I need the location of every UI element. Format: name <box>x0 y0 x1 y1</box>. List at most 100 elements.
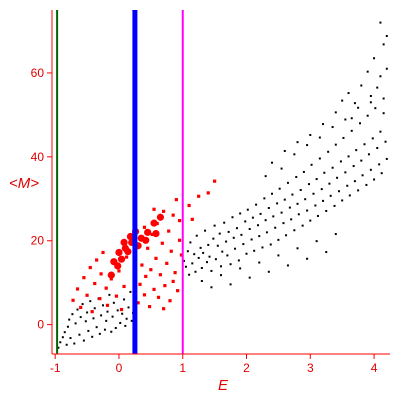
data-point-dot <box>378 163 381 166</box>
data-point-dot <box>87 329 90 332</box>
data-point-square <box>144 274 148 278</box>
data-point-circle <box>114 262 122 270</box>
data-point-dot <box>74 322 77 325</box>
data-point-dot <box>346 184 349 187</box>
data-point-dot <box>130 319 133 322</box>
data-point-dot <box>231 216 234 219</box>
data-point-dot <box>357 189 360 192</box>
data-point-dot <box>95 326 98 329</box>
data-point-square <box>82 276 86 280</box>
data-point-dot <box>373 57 376 60</box>
data-point-dot <box>103 328 106 331</box>
data-point-dot <box>360 159 363 162</box>
data-point-dot <box>116 309 119 312</box>
data-point-dot <box>316 214 319 217</box>
data-point-square <box>93 281 97 286</box>
data-point-square <box>71 298 75 302</box>
data-point-dot <box>271 192 274 195</box>
data-point-dot <box>226 254 229 257</box>
data-point-dot <box>301 224 304 227</box>
data-point-dot <box>239 212 242 215</box>
data-point-dot <box>78 333 81 336</box>
data-point-dot <box>212 237 215 240</box>
data-point-dot <box>250 238 253 241</box>
data-point-dot <box>59 341 62 344</box>
data-point-square <box>179 253 184 257</box>
x-tick-label: 0 <box>116 361 123 375</box>
data-point-dot <box>325 209 328 212</box>
data-point-dot <box>66 325 69 328</box>
data-point-dot <box>194 270 197 273</box>
data-point-square <box>174 198 178 202</box>
data-point-dot <box>188 273 191 276</box>
data-point-dot <box>256 224 259 227</box>
data-point-dot <box>382 43 385 46</box>
data-point-square <box>140 263 144 267</box>
x-tick-label: -1 <box>50 361 61 375</box>
data-point-dot <box>293 153 296 156</box>
data-point-square <box>169 249 173 253</box>
data-point-dot <box>350 117 353 120</box>
y-tick-label: 0 <box>37 318 44 332</box>
data-point-dot <box>253 249 256 252</box>
data-point-dot <box>221 250 224 253</box>
data-point-dot <box>220 274 222 277</box>
data-point-square <box>149 268 153 272</box>
data-point-dot <box>365 183 368 186</box>
data-point-dot <box>81 303 84 306</box>
data-point-square <box>162 307 166 311</box>
data-point-dot <box>288 206 291 209</box>
data-point-dot <box>315 178 318 181</box>
data-point-dot <box>369 101 372 104</box>
data-point-dot <box>314 204 317 207</box>
data-point-square <box>138 282 142 286</box>
data-point-square <box>90 310 94 314</box>
data-point-dot <box>191 262 194 265</box>
data-point-dot <box>112 301 115 304</box>
data-point-dot <box>297 213 300 216</box>
data-point-dot <box>382 97 385 100</box>
data-point-dot <box>232 236 235 239</box>
data-point-square <box>156 295 161 299</box>
data-point-dot <box>327 150 330 153</box>
data-point-dot <box>318 157 321 160</box>
data-point-dot <box>218 232 221 235</box>
data-point-dot <box>105 319 108 322</box>
series-1 <box>71 179 217 314</box>
data-point-dot <box>376 86 379 89</box>
data-point-dot <box>274 226 277 229</box>
data-point-dot <box>385 67 388 70</box>
data-point-dot <box>265 231 268 234</box>
data-point-square <box>136 301 140 305</box>
data-point-dot <box>336 176 339 179</box>
data-point-square <box>154 256 158 260</box>
y-tick-label: 40 <box>31 150 45 164</box>
data-point-dot <box>89 300 92 303</box>
data-point-circle <box>124 248 132 256</box>
data-point-dot <box>205 261 208 264</box>
data-point-dot <box>258 235 261 238</box>
data-point-dot <box>350 129 353 132</box>
data-point-square <box>176 289 180 293</box>
data-point-square <box>171 279 175 284</box>
data-point-dot <box>245 252 248 255</box>
data-point-dot <box>258 261 261 264</box>
data-point-dot <box>248 276 251 279</box>
data-point-dot <box>82 339 85 342</box>
data-point-dot <box>385 35 388 38</box>
data-point-dot <box>264 175 267 178</box>
x-tick-label: 2 <box>243 361 250 375</box>
data-point-dot <box>123 298 126 301</box>
data-point-dot <box>339 160 342 163</box>
data-point-dot <box>186 250 189 253</box>
data-point-dot <box>347 92 350 95</box>
data-point-dot <box>125 317 128 320</box>
data-point-square <box>146 246 150 250</box>
data-point-dot <box>213 224 216 227</box>
data-point-circle <box>142 236 150 244</box>
data-point-square <box>177 218 182 223</box>
data-point-circle <box>115 248 123 257</box>
data-point-dot <box>359 122 362 125</box>
data-point-dot <box>315 240 318 243</box>
data-point-dot <box>199 246 202 249</box>
